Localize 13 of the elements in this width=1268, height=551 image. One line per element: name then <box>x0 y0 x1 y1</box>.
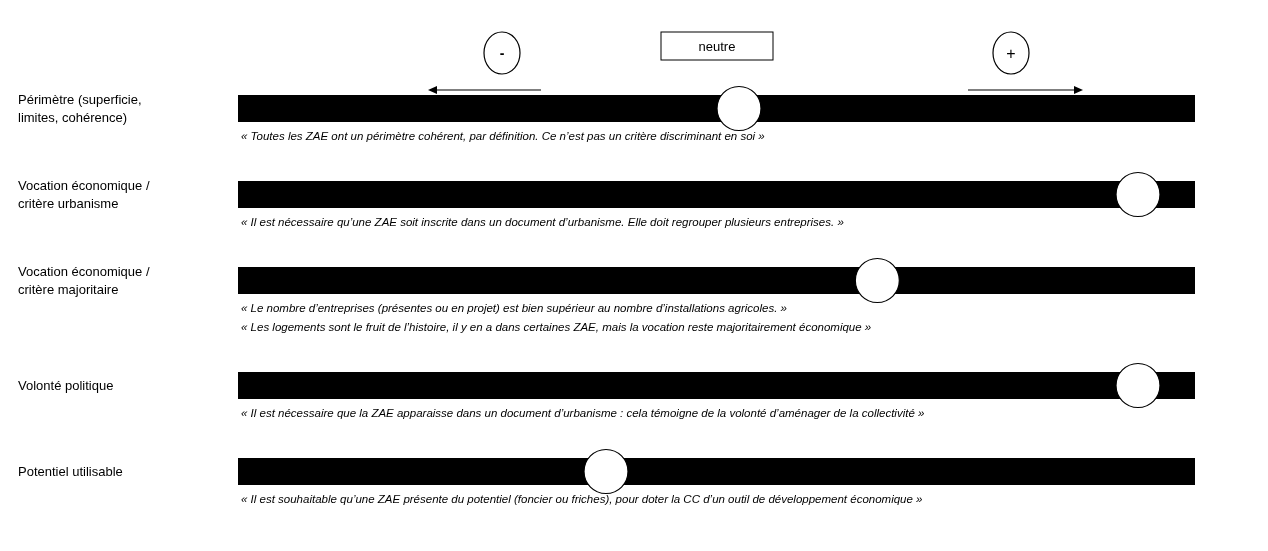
y-tick-label: Périmètre (superficie, limites, cohérence) <box>18 91 142 125</box>
y-tick-label: Volonté politique <box>18 377 114 393</box>
y-tick-label: Vocation économique / critère majoritaire <box>18 263 150 297</box>
text: neutre <box>698 39 736 54</box>
annotation: « Il est nécessaire qu’une ZAE soit inscrite dans un document d’urbanisme. Elle doit regrouper plusieurs entreprises. » <box>241 216 844 228</box>
text: - <box>499 45 505 61</box>
y-tick-label: Potentiel utilisable <box>18 463 123 479</box>
y-tick-label: Vocation économique / critère urbanisme <box>18 177 150 211</box>
annotation: « Il est nécessaire que la ZAE apparaisse dans un document d’urbanisme : cela témoigne de la volonté d’aménager de la collectivité » <box>241 407 925 419</box>
annotation: + <box>1006 45 1016 62</box>
annotation: « Le nombre d’entreprises (présentes ou en projet) est bien supérieur au nombre d’installations agricoles. » « Les logements sont le fruit de l’histoire, il y en a dans certaines ZAE, mais la vocation reste majoritairement économique » <box>241 302 872 333</box>
annotation: « Toutes les ZAE ont un périmètre cohérent, par définition. Ce n’est pas un critère discriminant en soi » <box>241 130 765 142</box>
annotation: « Il est souhaitable qu’une ZAE présente du potentiel (foncier ou friches), pour doter la CC d’un outil de développement économique » <box>241 493 923 505</box>
